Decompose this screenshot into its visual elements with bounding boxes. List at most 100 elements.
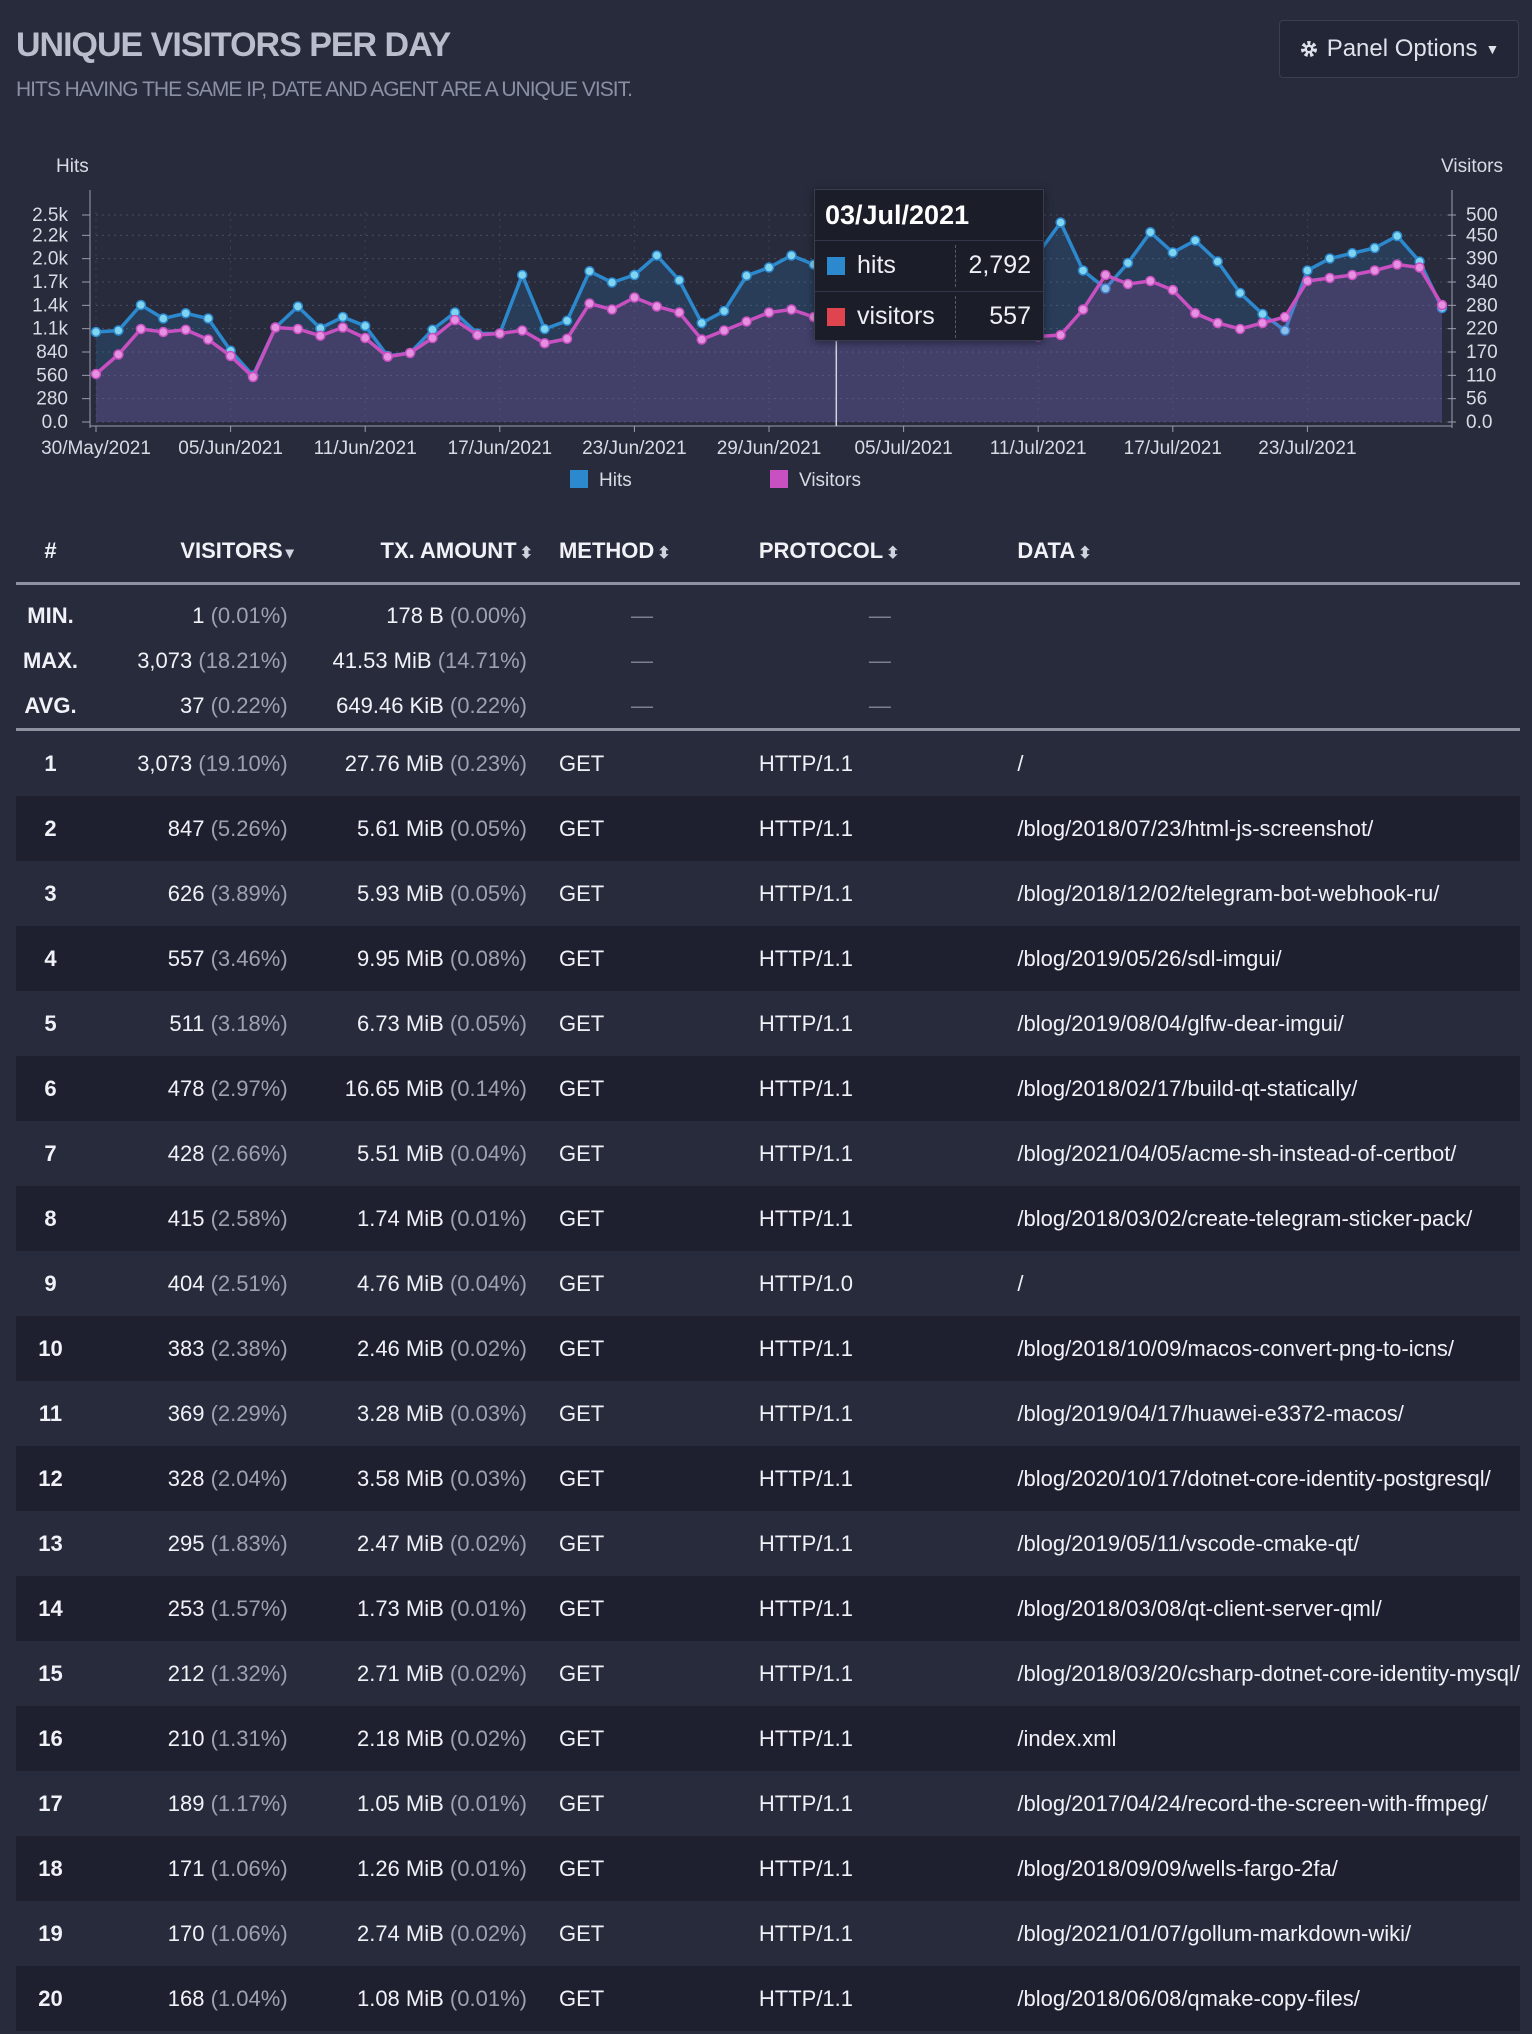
data-point-hits[interactable] <box>1347 248 1358 259</box>
data-point-visitors[interactable] <box>763 307 775 318</box>
row-data[interactable]: / <box>1017 750 1024 776</box>
data-point-hits[interactable] <box>516 269 528 281</box>
data-point-hits[interactable] <box>90 326 102 338</box>
data-point-hits[interactable] <box>180 308 191 319</box>
data-point-visitors[interactable] <box>1189 308 1201 319</box>
data-point-hits[interactable] <box>584 266 595 277</box>
table-row[interactable]: 18 171 (1.06%) 1.26 MiB (0.01%) GET HTTP… <box>16 1836 1520 1901</box>
col-protocol[interactable]: PROTOCOL ⬍ <box>758 520 1018 585</box>
row-data[interactable]: /blog/2019/04/17/huawei-e3372-macos/ <box>1017 1400 1404 1426</box>
col-visitors[interactable]: VISITORS ▾ <box>84 520 302 585</box>
data-point-visitors[interactable] <box>1212 317 1223 329</box>
data-point-visitors[interactable] <box>561 333 573 344</box>
data-point-visitors[interactable] <box>1145 275 1156 287</box>
data-point-visitors[interactable] <box>674 307 685 318</box>
row-data[interactable]: /blog/2018/07/23/html-js-screenshot/ <box>1017 796 1520 861</box>
data-point-visitors[interactable] <box>1077 304 1089 315</box>
data-point-hits[interactable] <box>135 299 147 311</box>
data-point-visitors[interactable] <box>225 350 236 362</box>
table-row[interactable]: 14 253 (1.57%) 1.73 MiB (0.01%) GET HTTP… <box>16 1576 1520 1641</box>
data-point-visitors[interactable] <box>539 338 550 349</box>
row-data[interactable]: /blog/2018/06/08/qmake-copy-files/ <box>1017 1966 1520 2031</box>
table-row[interactable]: 8 415 (2.58%) 1.74 MiB (0.01%) GET HTTP/… <box>16 1186 1520 1251</box>
col-data[interactable]: DATA ⬍ <box>1017 520 1520 585</box>
row-data[interactable]: /blog/2018/09/09/wells-fargo-2fa/ <box>1017 1836 1520 1901</box>
row-data[interactable]: /blog/2019/05/11/vscode-cmake-qt/ <box>1017 1530 1360 1556</box>
data-point-hits[interactable] <box>1145 227 1156 238</box>
data-point-visitors[interactable] <box>158 326 169 338</box>
data-point-hits[interactable] <box>113 325 124 336</box>
data-point-visitors[interactable] <box>1279 311 1291 323</box>
legend-label-visitors[interactable]: Visitors <box>799 470 861 491</box>
data-point-visitors[interactable] <box>741 316 752 327</box>
data-point-visitors[interactable] <box>315 330 326 341</box>
data-point-visitors[interactable] <box>247 371 259 383</box>
data-point-hits[interactable] <box>158 313 169 324</box>
data-point-hits[interactable] <box>763 262 775 273</box>
table-row[interactable]: 10 383 (2.38%) 2.46 MiB (0.02%) GET HTTP… <box>16 1316 1520 1381</box>
row-data[interactable]: /blog/2018/03/20/csharp-dotnet-core-iden… <box>1017 1660 1520 1686</box>
data-point-visitors[interactable] <box>1122 278 1134 290</box>
legend-label-hits[interactable]: Hits <box>599 470 632 491</box>
table-row[interactable]: 3 626 (3.89%) 5.93 MiB (0.05%) GET HTTP/… <box>16 861 1520 926</box>
data-point-hits[interactable] <box>1324 253 1336 264</box>
data-point-hits[interactable] <box>741 270 752 281</box>
row-data[interactable]: /blog/2019/05/26/sdl-imgui/ <box>1017 926 1520 991</box>
row-data[interactable]: /blog/2018/02/17/build-qt-statically/ <box>1017 1056 1520 1121</box>
data-point-visitors[interactable] <box>1055 329 1066 341</box>
table-row[interactable]: 7 428 (2.66%) 5.51 MiB (0.04%) GET HTTP/… <box>16 1121 1520 1186</box>
table-row[interactable]: 2 847 (5.26%) 5.61 MiB (0.05%) GET HTTP/… <box>16 796 1520 861</box>
data-point-hits[interactable] <box>1391 230 1403 242</box>
data-point-visitors[interactable] <box>113 349 124 360</box>
row-data[interactable]: / <box>1017 1270 1024 1296</box>
data-point-visitors[interactable] <box>1347 269 1358 281</box>
data-point-visitors[interactable] <box>606 304 618 315</box>
table-row[interactable]: 16 210 (1.31%) 2.18 MiB (0.02%) GET HTTP… <box>16 1706 1520 1771</box>
col-tx-amount[interactable]: TX. AMOUNT ⬍ <box>301 520 541 585</box>
data-point-hits[interactable] <box>337 311 349 323</box>
data-point-visitors[interactable] <box>1369 265 1380 276</box>
data-point-visitors[interactable] <box>718 325 730 336</box>
row-data[interactable]: /blog/2018/10/09/macos-convert-png-to-ic… <box>1017 1316 1520 1381</box>
table-row[interactable]: 19 170 (1.06%) 2.74 MiB (0.02%) GET HTTP… <box>16 1901 1520 1966</box>
table-row[interactable]: 4 557 (3.46%) 9.95 MiB (0.08%) GET HTTP/… <box>16 926 1520 991</box>
panel-options-button[interactable]: Panel Options ▼ <box>1279 20 1519 78</box>
data-point-hits[interactable] <box>1212 256 1223 267</box>
row-data[interactable]: /blog/2018/03/02/create-telegram-sticker… <box>1017 1186 1520 1251</box>
data-point-hits[interactable] <box>696 317 707 329</box>
data-point-hits[interactable] <box>629 269 640 281</box>
data-point-hits[interactable] <box>359 320 371 332</box>
data-point-hits[interactable] <box>292 301 304 312</box>
data-point-hits[interactable] <box>1189 235 1201 246</box>
data-point-visitors[interactable] <box>90 368 102 380</box>
table-row[interactable]: 13 295 (1.83%) 2.47 MiB (0.02%) GET HTTP… <box>16 1511 1520 1576</box>
data-point-visitors[interactable] <box>202 334 214 345</box>
data-point-visitors[interactable] <box>1100 269 1111 281</box>
data-point-visitors[interactable] <box>135 323 147 335</box>
data-point-visitors[interactable] <box>494 328 506 339</box>
data-point-visitors[interactable] <box>696 334 707 345</box>
data-point-hits[interactable] <box>1100 283 1111 294</box>
data-point-visitors[interactable] <box>292 323 304 335</box>
data-point-visitors[interactable] <box>1324 272 1336 284</box>
data-point-hits[interactable] <box>539 323 550 335</box>
table-row[interactable]: 15 212 (1.32%) 2.71 MiB (0.02%) GET HTTP… <box>16 1641 1520 1706</box>
data-point-hits[interactable] <box>651 250 663 261</box>
data-point-visitors[interactable] <box>1234 323 1246 335</box>
data-point-visitors[interactable] <box>337 322 349 333</box>
data-point-hits[interactable] <box>1302 265 1313 276</box>
row-data[interactable]: /blog/2019/08/04/glfw-dear-imgui/ <box>1017 1010 1344 1036</box>
row-data[interactable]: /blog/2021/04/05/acme-sh-instead-of-cert… <box>1017 1140 1457 1166</box>
data-point-visitors[interactable] <box>786 304 797 315</box>
table-row[interactable]: 6 478 (2.97%) 16.65 MiB (0.14%) GET HTTP… <box>16 1056 1520 1121</box>
data-point-visitors[interactable] <box>516 325 528 336</box>
table-row[interactable]: 1 3,073 (19.10%) 27.76 MiB (0.23%) GET H… <box>16 730 1520 797</box>
data-point-visitors[interactable] <box>404 347 416 359</box>
row-data[interactable]: /blog/2018/03/08/qt-client-server-qml/ <box>1017 1576 1520 1641</box>
data-point-visitors[interactable] <box>1167 284 1179 296</box>
legend-swatch-hits[interactable] <box>570 470 588 488</box>
col-method[interactable]: METHOD ⬍ <box>540 520 759 585</box>
table-row[interactable]: 5 511 (3.18%) 6.73 MiB (0.05%) GET HTTP/… <box>16 991 1520 1056</box>
data-point-visitors[interactable] <box>382 351 393 362</box>
chart-svg[interactable]: Hits Visitors 2.5k 500 2.2k 450 2.0k 390 1.7k 340… <box>0 140 1532 510</box>
